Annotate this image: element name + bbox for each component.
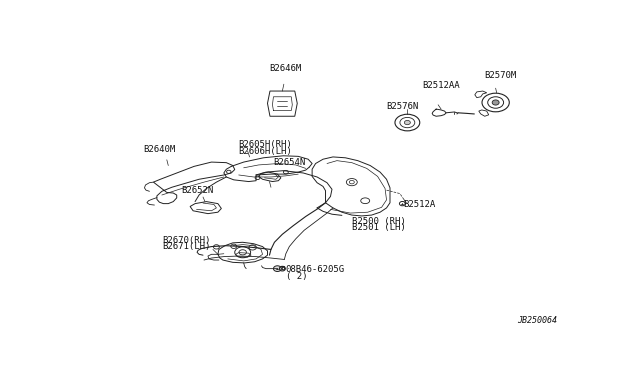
Ellipse shape xyxy=(273,266,282,272)
Text: B2512A: B2512A xyxy=(403,201,436,209)
Text: B2606H(LH): B2606H(LH) xyxy=(239,147,292,156)
Ellipse shape xyxy=(404,121,410,125)
Text: B2654N: B2654N xyxy=(273,158,306,167)
Text: B2500 (RH): B2500 (RH) xyxy=(352,217,406,226)
Text: B2646M: B2646M xyxy=(269,64,302,73)
Text: B2652N: B2652N xyxy=(182,186,214,195)
Text: B2501 (LH): B2501 (LH) xyxy=(352,223,406,232)
Text: B: B xyxy=(280,266,285,271)
Text: ( 2): ( 2) xyxy=(286,272,307,280)
Text: B2671(LH): B2671(LH) xyxy=(162,242,210,251)
Ellipse shape xyxy=(492,100,499,105)
Text: B2605H(RH): B2605H(RH) xyxy=(239,140,292,149)
Text: B2640M: B2640M xyxy=(143,145,176,154)
Text: JB250064: JB250064 xyxy=(517,316,557,325)
Text: B2670(RH): B2670(RH) xyxy=(162,235,210,244)
Text: B2576N: B2576N xyxy=(387,102,419,111)
Text: B2512AA: B2512AA xyxy=(422,81,460,90)
Text: 08B46-6205G: 08B46-6205G xyxy=(286,265,345,275)
Text: B2570M: B2570M xyxy=(484,71,516,80)
